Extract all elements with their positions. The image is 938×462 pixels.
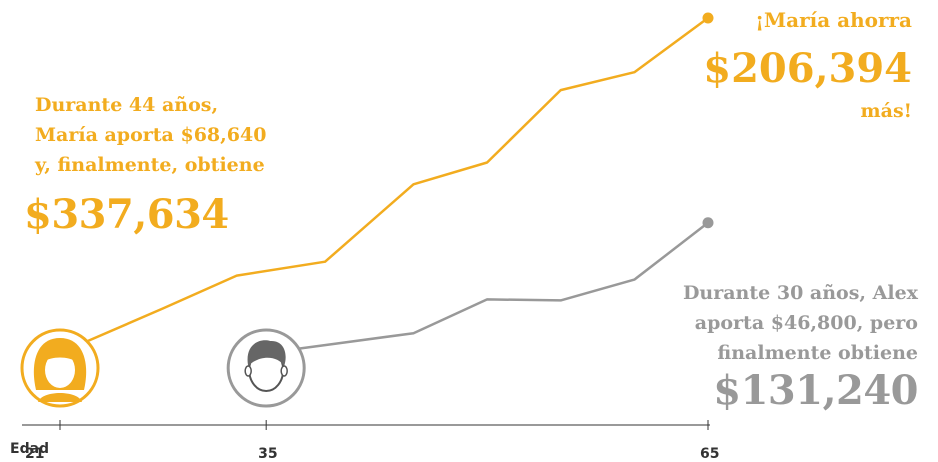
alex-line-2: aporta $46,800, pero [694, 312, 918, 334]
series-lines [59, 12, 714, 355]
maria-line-1: Durante 44 años, [35, 94, 219, 116]
alex-description: Durante 30 años, Alex aporta $46,800, pe… [683, 278, 918, 368]
maria-line-3: y, finalmente, obtiene [35, 154, 265, 176]
maria-line-2: María aporta $68,640 [35, 124, 267, 146]
alex-line-1: Durante 30 años, Alex [682, 282, 918, 304]
alex-line-3: finalmente obtiene [717, 342, 918, 364]
savings-intro: ¡María ahorra [755, 8, 912, 32]
series-line-mara [59, 16, 709, 355]
series-end-point [702, 12, 714, 24]
maria-description: Durante 44 años, María aporta $68,640 y,… [35, 90, 266, 180]
series-end-point [702, 217, 714, 229]
savings-outro: más! [860, 100, 912, 122]
maria-total-value: $337,634 [24, 191, 229, 238]
x-axis: 21 35 65 [22, 420, 719, 462]
x-tick-label: 21 [25, 446, 44, 462]
avatars [20, 328, 306, 408]
x-axis-title: Edad [10, 441, 50, 457]
x-tick-label: 65 [700, 446, 719, 462]
savings-amount: $206,394 [703, 45, 912, 92]
alex-total-value: $131,240 [713, 367, 918, 414]
series-line-alex [266, 221, 709, 355]
woman-avatar-icon [20, 328, 100, 408]
x-tick-label: 35 [258, 446, 277, 462]
man-avatar-icon [226, 328, 306, 408]
